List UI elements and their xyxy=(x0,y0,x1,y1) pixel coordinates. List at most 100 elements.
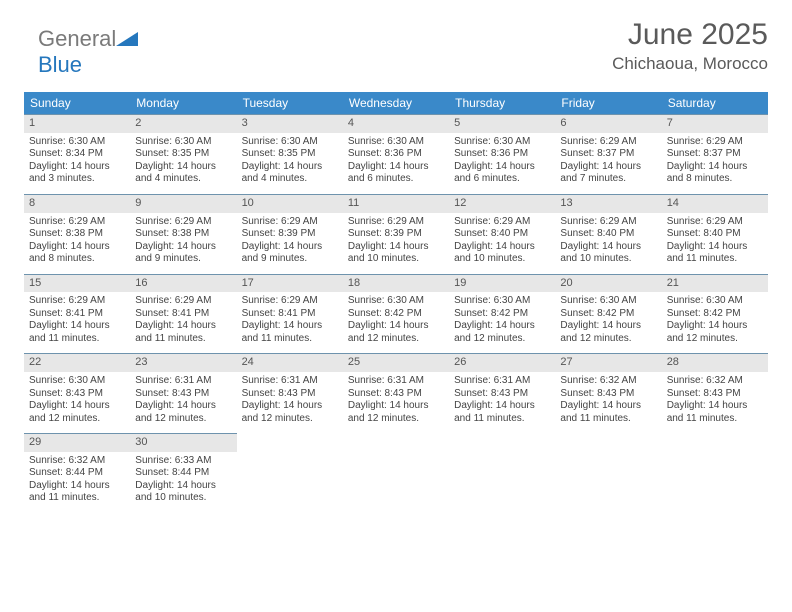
page-title: June 2025 xyxy=(612,18,768,52)
calendar-row: 1Sunrise: 6:30 AMSunset: 8:34 PMDaylight… xyxy=(24,114,768,194)
day-number: 30 xyxy=(130,433,236,452)
logo-word1: General xyxy=(38,26,116,51)
day-body: Sunrise: 6:29 AMSunset: 8:38 PMDaylight:… xyxy=(130,213,236,274)
calendar-row: 22Sunrise: 6:30 AMSunset: 8:43 PMDayligh… xyxy=(24,353,768,433)
day-body: Sunrise: 6:31 AMSunset: 8:43 PMDaylight:… xyxy=(343,372,449,433)
day-number: 12 xyxy=(449,194,555,213)
day-cell: 9Sunrise: 6:29 AMSunset: 8:38 PMDaylight… xyxy=(130,194,236,274)
day-cell: 12Sunrise: 6:29 AMSunset: 8:40 PMDayligh… xyxy=(449,194,555,274)
day-number: 13 xyxy=(555,194,661,213)
day-number: 22 xyxy=(24,353,130,372)
day-body: Sunrise: 6:30 AMSunset: 8:42 PMDaylight:… xyxy=(449,292,555,353)
calendar-row: 8Sunrise: 6:29 AMSunset: 8:38 PMDaylight… xyxy=(24,194,768,274)
col-sun: Sunday xyxy=(24,92,130,114)
day-body: Sunrise: 6:29 AMSunset: 8:37 PMDaylight:… xyxy=(555,133,661,194)
day-cell: 11Sunrise: 6:29 AMSunset: 8:39 PMDayligh… xyxy=(343,194,449,274)
day-number: 26 xyxy=(449,353,555,372)
day-number: 23 xyxy=(130,353,236,372)
day-body: Sunrise: 6:30 AMSunset: 8:35 PMDaylight:… xyxy=(130,133,236,194)
day-body: Sunrise: 6:30 AMSunset: 8:35 PMDaylight:… xyxy=(237,133,343,194)
day-number: 3 xyxy=(237,114,343,133)
day-number: 18 xyxy=(343,274,449,293)
day-body: Sunrise: 6:30 AMSunset: 8:42 PMDaylight:… xyxy=(662,292,768,353)
day-body: Sunrise: 6:33 AMSunset: 8:44 PMDaylight:… xyxy=(130,452,236,513)
day-cell: 14Sunrise: 6:29 AMSunset: 8:40 PMDayligh… xyxy=(662,194,768,274)
day-cell: 8Sunrise: 6:29 AMSunset: 8:38 PMDaylight… xyxy=(24,194,130,274)
day-number: 15 xyxy=(24,274,130,293)
day-number: 21 xyxy=(662,274,768,293)
day-body: Sunrise: 6:31 AMSunset: 8:43 PMDaylight:… xyxy=(130,372,236,433)
day-number: 8 xyxy=(24,194,130,213)
day-body: Sunrise: 6:29 AMSunset: 8:40 PMDaylight:… xyxy=(662,213,768,274)
day-body: Sunrise: 6:32 AMSunset: 8:43 PMDaylight:… xyxy=(555,372,661,433)
day-cell: 16Sunrise: 6:29 AMSunset: 8:41 PMDayligh… xyxy=(130,274,236,354)
day-number: 5 xyxy=(449,114,555,133)
day-body: Sunrise: 6:29 AMSunset: 8:41 PMDaylight:… xyxy=(24,292,130,353)
day-body: Sunrise: 6:31 AMSunset: 8:43 PMDaylight:… xyxy=(237,372,343,433)
day-cell: 5Sunrise: 6:30 AMSunset: 8:36 PMDaylight… xyxy=(449,114,555,194)
empty-cell: . xyxy=(343,433,449,513)
empty-cell: . xyxy=(237,433,343,513)
day-cell: 20Sunrise: 6:30 AMSunset: 8:42 PMDayligh… xyxy=(555,274,661,354)
day-cell: 2Sunrise: 6:30 AMSunset: 8:35 PMDaylight… xyxy=(130,114,236,194)
logo-word2: Blue xyxy=(38,52,82,77)
calendar-row: 15Sunrise: 6:29 AMSunset: 8:41 PMDayligh… xyxy=(24,274,768,354)
day-body: Sunrise: 6:29 AMSunset: 8:39 PMDaylight:… xyxy=(237,213,343,274)
day-number: 4 xyxy=(343,114,449,133)
day-number: 17 xyxy=(237,274,343,293)
day-number: 19 xyxy=(449,274,555,293)
header: General Blue June 2025 Chichaoua, Morocc… xyxy=(24,18,768,78)
empty-cell: . xyxy=(555,433,661,513)
day-cell: 26Sunrise: 6:31 AMSunset: 8:43 PMDayligh… xyxy=(449,353,555,433)
day-cell: 6Sunrise: 6:29 AMSunset: 8:37 PMDaylight… xyxy=(555,114,661,194)
day-cell: 24Sunrise: 6:31 AMSunset: 8:43 PMDayligh… xyxy=(237,353,343,433)
day-body: Sunrise: 6:29 AMSunset: 8:41 PMDaylight:… xyxy=(237,292,343,353)
day-number: 14 xyxy=(662,194,768,213)
day-cell: 28Sunrise: 6:32 AMSunset: 8:43 PMDayligh… xyxy=(662,353,768,433)
day-body: Sunrise: 6:30 AMSunset: 8:42 PMDaylight:… xyxy=(555,292,661,353)
day-body: Sunrise: 6:30 AMSunset: 8:42 PMDaylight:… xyxy=(343,292,449,353)
day-number: 24 xyxy=(237,353,343,372)
day-cell: 22Sunrise: 6:30 AMSunset: 8:43 PMDayligh… xyxy=(24,353,130,433)
day-body: Sunrise: 6:32 AMSunset: 8:44 PMDaylight:… xyxy=(24,452,130,513)
day-number: 27 xyxy=(555,353,661,372)
day-body: Sunrise: 6:29 AMSunset: 8:39 PMDaylight:… xyxy=(343,213,449,274)
day-cell: 18Sunrise: 6:30 AMSunset: 8:42 PMDayligh… xyxy=(343,274,449,354)
day-cell: 25Sunrise: 6:31 AMSunset: 8:43 PMDayligh… xyxy=(343,353,449,433)
day-number: 29 xyxy=(24,433,130,452)
day-body: Sunrise: 6:31 AMSunset: 8:43 PMDaylight:… xyxy=(449,372,555,433)
day-cell: 30Sunrise: 6:33 AMSunset: 8:44 PMDayligh… xyxy=(130,433,236,513)
day-number: 20 xyxy=(555,274,661,293)
day-cell: 13Sunrise: 6:29 AMSunset: 8:40 PMDayligh… xyxy=(555,194,661,274)
day-number: 16 xyxy=(130,274,236,293)
logo: General Blue xyxy=(38,26,138,78)
title-block: June 2025 Chichaoua, Morocco xyxy=(612,18,768,74)
logo-text: General Blue xyxy=(38,26,138,78)
day-number: 6 xyxy=(555,114,661,133)
col-tue: Tuesday xyxy=(237,92,343,114)
day-cell: 27Sunrise: 6:32 AMSunset: 8:43 PMDayligh… xyxy=(555,353,661,433)
day-body: Sunrise: 6:29 AMSunset: 8:40 PMDaylight:… xyxy=(449,213,555,274)
day-body: Sunrise: 6:29 AMSunset: 8:41 PMDaylight:… xyxy=(130,292,236,353)
day-number: 2 xyxy=(130,114,236,133)
day-cell: 29Sunrise: 6:32 AMSunset: 8:44 PMDayligh… xyxy=(24,433,130,513)
empty-cell: . xyxy=(662,433,768,513)
day-cell: 7Sunrise: 6:29 AMSunset: 8:37 PMDaylight… xyxy=(662,114,768,194)
day-body: Sunrise: 6:29 AMSunset: 8:38 PMDaylight:… xyxy=(24,213,130,274)
day-body: Sunrise: 6:29 AMSunset: 8:40 PMDaylight:… xyxy=(555,213,661,274)
day-body: Sunrise: 6:30 AMSunset: 8:34 PMDaylight:… xyxy=(24,133,130,194)
day-number: 9 xyxy=(130,194,236,213)
day-cell: 15Sunrise: 6:29 AMSunset: 8:41 PMDayligh… xyxy=(24,274,130,354)
day-number: 11 xyxy=(343,194,449,213)
day-cell: 4Sunrise: 6:30 AMSunset: 8:36 PMDaylight… xyxy=(343,114,449,194)
day-cell: 19Sunrise: 6:30 AMSunset: 8:42 PMDayligh… xyxy=(449,274,555,354)
logo-triangle-icon xyxy=(116,26,138,52)
day-cell: 17Sunrise: 6:29 AMSunset: 8:41 PMDayligh… xyxy=(237,274,343,354)
col-fri: Friday xyxy=(555,92,661,114)
calendar-row: 29Sunrise: 6:32 AMSunset: 8:44 PMDayligh… xyxy=(24,433,768,513)
day-body: Sunrise: 6:30 AMSunset: 8:36 PMDaylight:… xyxy=(343,133,449,194)
calendar-table: Sunday Monday Tuesday Wednesday Thursday… xyxy=(24,92,768,513)
empty-cell: . xyxy=(449,433,555,513)
day-cell: 1Sunrise: 6:30 AMSunset: 8:34 PMDaylight… xyxy=(24,114,130,194)
day-body: Sunrise: 6:32 AMSunset: 8:43 PMDaylight:… xyxy=(662,372,768,433)
